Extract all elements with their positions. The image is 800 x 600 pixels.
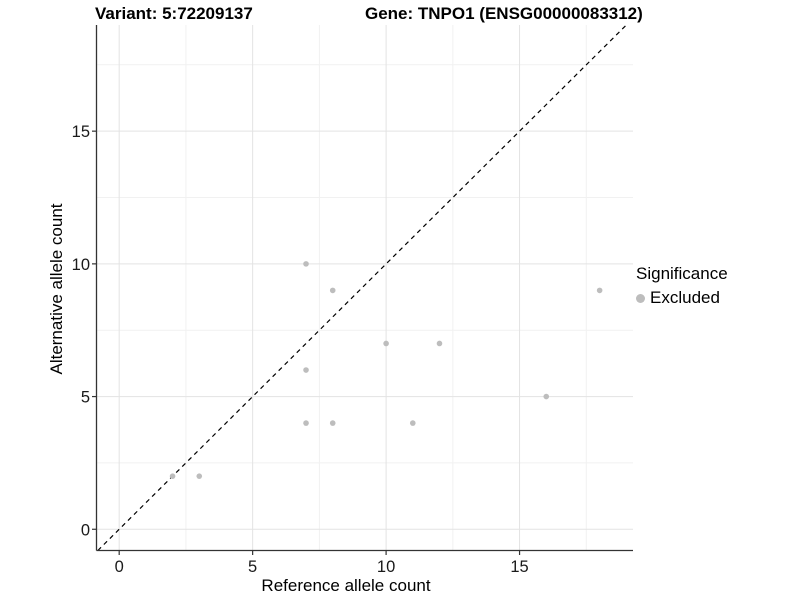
legend-entry-excluded: Excluded [636,288,728,308]
identity-line [97,24,627,551]
legend: Significance Excluded [636,264,728,308]
legend-point-icon [636,293,645,303]
data-point [329,287,336,294]
legend-title: Significance [636,264,728,283]
data-point [383,340,389,347]
y-tick-label: 5 [81,389,90,407]
data-point [409,420,416,426]
x-tick-label: 15 [510,558,528,576]
data-point [543,393,550,400]
data-point [196,473,203,479]
data-point [436,340,443,347]
data-point [596,287,603,294]
data-point [303,261,309,267]
data-point [303,367,309,373]
y-tick-label: 0 [81,521,90,539]
y-tick-label: 10 [72,256,90,274]
x-tick-label: 0 [115,558,124,576]
x-tick-label: 5 [248,558,257,576]
gene-title: Gene: TNPO1 (ENSG00000083312) [365,4,643,23]
x-axis-title: Reference allele count [261,576,431,595]
data-point [329,420,336,426]
y-axis-title: Alternative allele count [47,203,66,375]
legend-entry-label: Excluded [650,288,720,307]
x-tick-label: 10 [377,558,395,576]
variant-title: Variant: 5:72209137 [95,4,253,23]
y-tick-label: 15 [72,123,90,141]
data-point [169,473,176,479]
data-point [303,420,309,426]
